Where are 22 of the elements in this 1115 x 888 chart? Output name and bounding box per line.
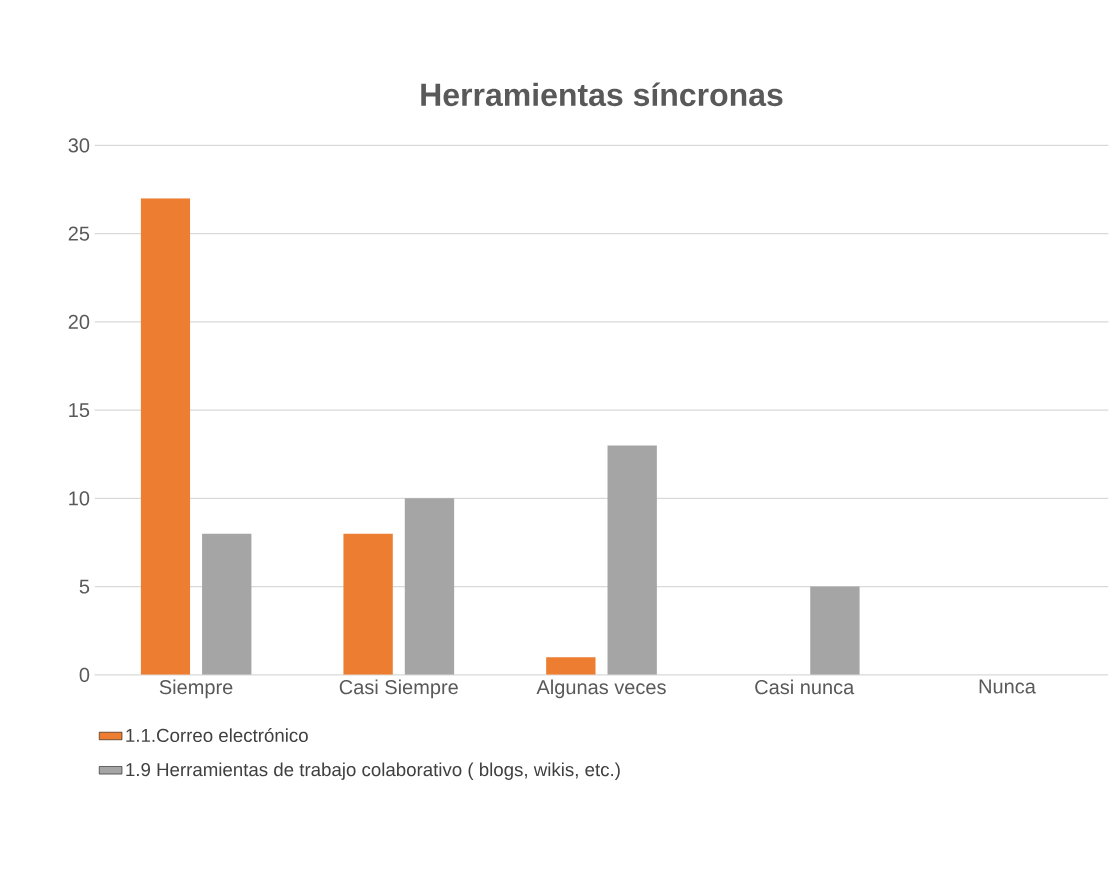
y-tick-label: 10 [69,491,90,506]
y-tick-label: 30 [68,138,90,153]
y-tick-label: 15 [69,403,90,417]
bar [202,533,252,675]
bar [343,533,393,675]
y-tick-label: 0 [79,667,90,682]
x-tick-label: Casi Siempre [339,679,458,699]
chart-title: Herramientas síncronas [421,82,783,107]
x-tick-label: Algunas veces [536,679,666,699]
x-tick-label: Casi nunca [755,679,855,695]
x-tick-label: Siempre [159,679,233,699]
bar [810,586,860,675]
bar [546,657,596,675]
y-tick-label: 5 [79,579,90,594]
x-tick-label: Nunca [979,679,1036,694]
bar [607,445,657,675]
legend-label: 1.1.Correo electrónico [126,727,308,742]
bar [404,498,455,675]
bar [140,198,191,675]
legend-label: 1.9 Herramientas de trabajo colaborativo ( blogs, wikis, etc.) [126,762,620,780]
y-tick-label: 25 [68,226,90,241]
y-tick-label: 20 [68,314,90,329]
